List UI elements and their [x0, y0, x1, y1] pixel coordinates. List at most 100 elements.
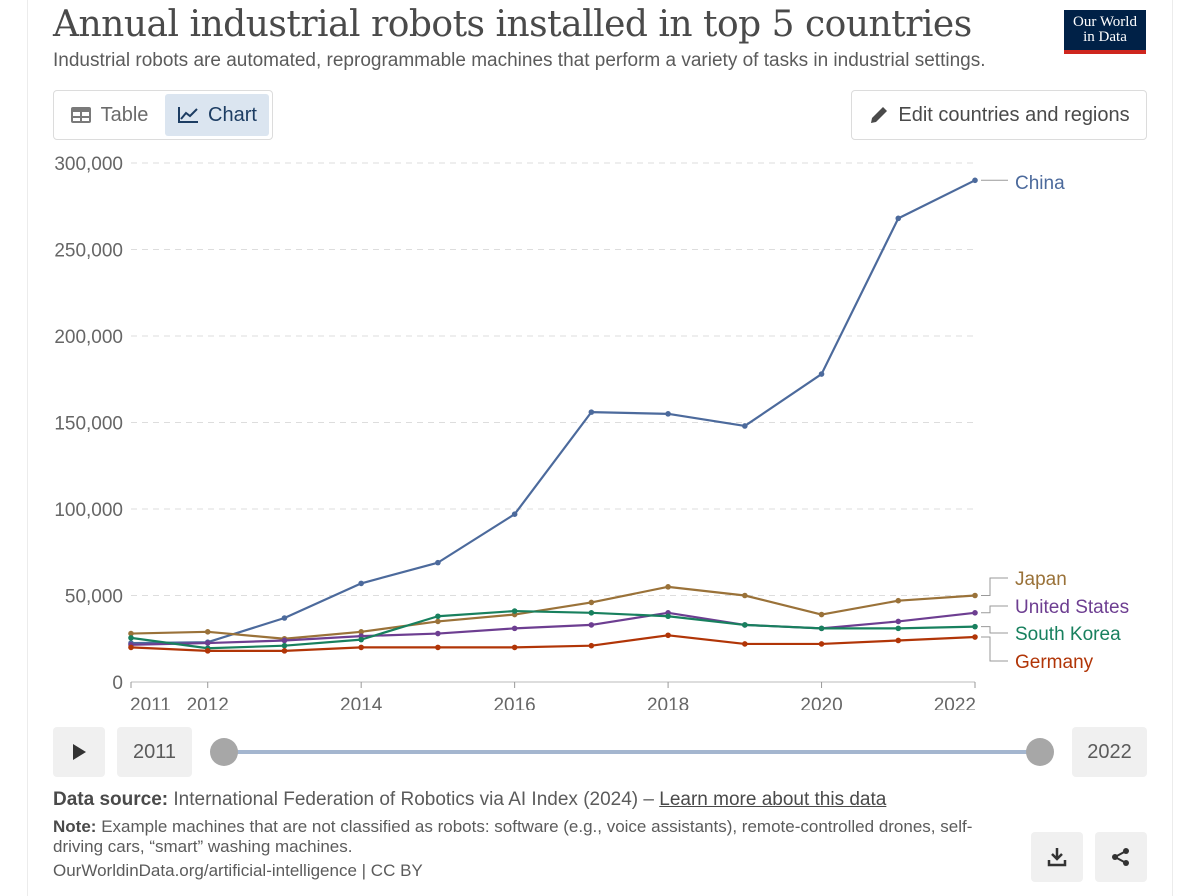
logo-line-1: Our World	[1073, 14, 1137, 30]
data-point-japan	[972, 592, 978, 599]
tab-chart-label: Chart	[208, 103, 257, 126]
data-point-united-states	[435, 630, 441, 637]
data-source: Data source: International Federation of…	[53, 789, 886, 811]
share-button[interactable]	[1095, 832, 1147, 882]
data-point-germany	[358, 644, 364, 651]
timeline-track[interactable]	[224, 750, 1040, 754]
note-label: Note:	[53, 817, 97, 836]
data-point-germany	[818, 641, 825, 647]
share-icon	[1112, 848, 1129, 866]
data-point-south-korea	[588, 610, 595, 616]
data-point-japan	[665, 584, 671, 590]
x-tick-label: 2020	[800, 695, 842, 710]
line-chart-icon	[178, 107, 199, 123]
tab-table-label: Table	[100, 103, 149, 126]
data-point-germany	[972, 634, 978, 640]
data-point-south-korea	[128, 635, 134, 641]
view-tabs: Table Chart	[53, 90, 273, 140]
data-point-japan	[435, 618, 441, 625]
download-icon	[1047, 848, 1067, 867]
data-point-china	[972, 177, 978, 184]
chart-title: Annual industrial robots installed in to…	[53, 4, 972, 45]
chart-subtitle: Industrial robots are automated, reprogr…	[53, 50, 986, 71]
data-point-japan	[204, 629, 211, 635]
data-point-china	[588, 409, 595, 415]
learn-more-link[interactable]: Learn more about this data	[659, 789, 887, 810]
line-chart: 0 50,000 100,000 150,000 200,000 250,000 300,0…	[54, 154, 1129, 710]
series-label-china: China	[1015, 173, 1065, 194]
x-tick-label: 2011	[130, 695, 171, 710]
data-point-south-korea	[742, 622, 748, 628]
data-point-south-korea	[665, 613, 671, 620]
series-label-united-states: United States	[1015, 597, 1129, 618]
data-point-japan	[895, 597, 902, 604]
note-text: Example machines that are not classified…	[53, 817, 973, 856]
logo-line-2: in Data	[1083, 29, 1127, 45]
data-point-china	[435, 559, 441, 566]
data-point-germany	[511, 644, 518, 651]
play-icon	[73, 744, 86, 760]
y-tick-label: 250,000	[54, 241, 123, 262]
data-point-china	[281, 615, 288, 621]
data-point-japan	[742, 592, 748, 599]
owid-logo[interactable]: Our World in Data	[1064, 10, 1146, 54]
data-point-japan	[818, 611, 825, 618]
data-point-china	[818, 371, 825, 377]
data-point-germany	[895, 637, 902, 644]
data-source-text: International Federation of Robotics via…	[173, 789, 660, 810]
timeline-start-year[interactable]: 2011	[117, 727, 192, 777]
timeline-end-year[interactable]: 2022	[1072, 727, 1147, 777]
data-source-label: Data source:	[53, 789, 169, 810]
edit-countries-button[interactable]: Edit countries and regions	[851, 90, 1147, 140]
data-point-united-states	[204, 640, 211, 646]
timeline-start-handle[interactable]	[210, 738, 238, 766]
series-label-germany: Germany	[1015, 652, 1094, 673]
data-point-germany	[588, 642, 595, 649]
y-tick-label: 50,000	[65, 587, 123, 608]
note: Note: Example machines that are not clas…	[53, 817, 983, 857]
y-tick-label: 300,000	[54, 154, 123, 175]
page-frame	[27, 0, 1173, 896]
data-point-united-states	[972, 610, 978, 616]
data-point-japan	[128, 630, 134, 637]
x-tick-label: 2012	[187, 695, 229, 710]
data-point-germany	[435, 644, 441, 651]
data-point-united-states	[588, 622, 595, 628]
series-line-germany	[130, 634, 976, 652]
series-line-south-korea	[130, 609, 976, 650]
data-point-south-korea	[972, 623, 978, 630]
series-line-united-states	[130, 611, 976, 646]
data-point-united-states	[281, 637, 288, 644]
data-point-united-states	[511, 625, 518, 632]
data-point-china	[665, 411, 671, 417]
data-point-japan	[358, 629, 364, 635]
data-point-south-korea	[818, 625, 825, 632]
leader-line-japan	[981, 577, 1008, 596]
data-point-germany	[204, 648, 211, 654]
data-point-china	[358, 580, 364, 587]
source-url: OurWorldinData.org/artificial-intelligen…	[53, 861, 423, 880]
data-point-china	[895, 215, 902, 222]
data-point-germany	[742, 641, 748, 647]
x-tick-label: 2018	[647, 695, 689, 710]
data-point-south-korea	[435, 613, 441, 620]
series-label-south-korea: South Korea	[1015, 624, 1121, 645]
x-tick-label: 2022	[934, 695, 976, 710]
leader-line-united-states	[981, 605, 1008, 614]
data-point-germany	[281, 648, 288, 654]
data-point-japan	[588, 599, 595, 606]
data-point-south-korea	[358, 636, 364, 643]
data-point-south-korea	[281, 642, 288, 649]
table-icon	[70, 107, 91, 123]
timeline-end-handle[interactable]	[1026, 738, 1054, 766]
data-point-china	[742, 423, 748, 429]
data-point-germany	[665, 632, 671, 639]
download-button[interactable]	[1031, 832, 1083, 882]
y-tick-label: 0	[112, 673, 123, 694]
series-line-japan	[130, 585, 976, 640]
x-tick-label: 2014	[340, 695, 383, 710]
tab-chart[interactable]: Chart	[165, 94, 269, 136]
play-button[interactable]	[53, 727, 105, 777]
tab-table[interactable]: Table	[57, 94, 161, 136]
data-point-south-korea	[511, 608, 518, 614]
